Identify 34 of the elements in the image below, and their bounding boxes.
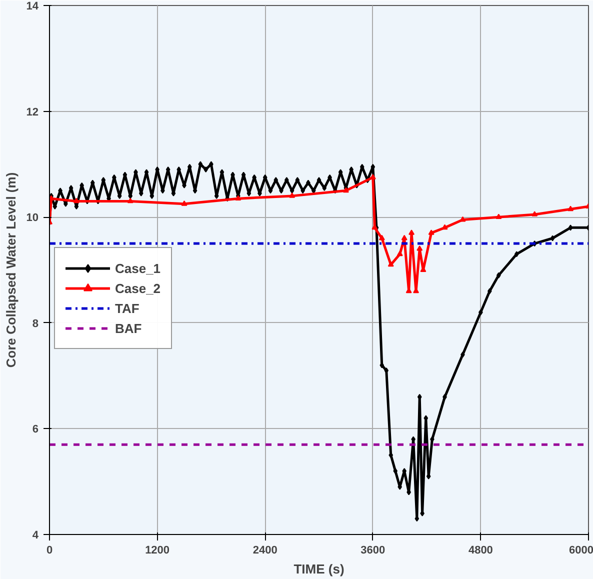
legend-label: BAF (115, 320, 142, 336)
x-tick-label: 0 (46, 544, 53, 556)
y-tick-label: 14 (26, 0, 40, 12)
y-tick-label: 10 (26, 212, 39, 224)
point (289, 192, 296, 198)
point (396, 250, 403, 256)
point (378, 234, 385, 240)
point (496, 214, 502, 220)
x-tick-label: 2400 (252, 544, 278, 556)
point (127, 198, 134, 204)
point (416, 245, 423, 251)
point (568, 206, 574, 212)
x-tick-label: 1200 (145, 544, 170, 556)
legend-label: TAF (115, 300, 140, 316)
point (428, 230, 434, 235)
point (181, 200, 188, 206)
point (388, 261, 394, 267)
legend-label: Case_1 (115, 260, 161, 276)
y-axis-title: Core Collapsed Water Level (m) (3, 172, 18, 368)
y-tick-label: 8 (32, 318, 39, 330)
x-axis-title: TIME (s) (294, 562, 344, 576)
point (408, 230, 415, 235)
legend-label: Case_2 (115, 280, 161, 296)
point (73, 198, 80, 204)
point (235, 195, 242, 201)
y-tick-label: 6 (32, 424, 39, 436)
y-tick-label: 4 (32, 530, 40, 542)
point (401, 234, 408, 240)
x-tick-label: 3600 (360, 544, 386, 556)
point (532, 211, 538, 216)
y-tick-label: 12 (26, 106, 39, 118)
x-tick-label: 4800 (468, 544, 493, 556)
point (50, 195, 54, 201)
x-tick-label: 6000 (569, 544, 593, 556)
